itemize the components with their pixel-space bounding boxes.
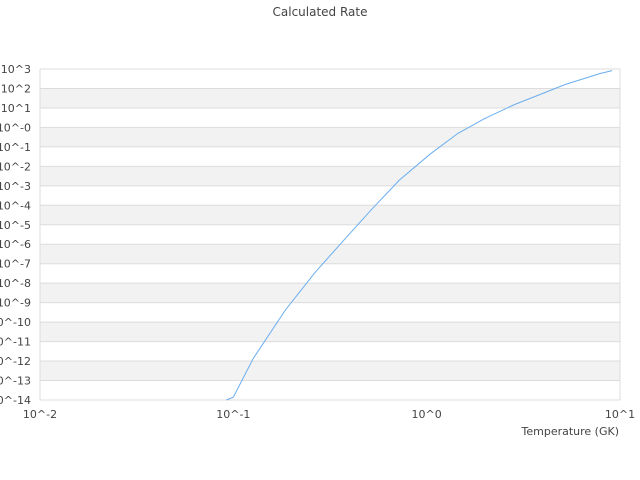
chart-title: Calculated Rate <box>273 5 368 19</box>
gridlines <box>39 68 621 401</box>
plot-band <box>40 380 620 400</box>
y-tick-label: 10^-11 <box>0 336 31 349</box>
y-tick-label: 10^-0 <box>0 121 31 134</box>
x-tick-label: 10^0 <box>412 408 442 421</box>
x-tick-label: 10^1 <box>605 408 635 421</box>
series-line <box>226 70 613 401</box>
plot-band <box>40 69 620 89</box>
plot-band <box>40 302 620 323</box>
y-tick-label: 10^-12 <box>0 355 31 368</box>
plot-band <box>40 127 620 147</box>
plot-band <box>40 322 620 342</box>
y-tick-labels: 10^3 10^2 10^1 10^-0 10^-1 10^-2 10^-3 10^-4 10^… <box>0 63 31 407</box>
y-tick-label: 10^-7 <box>0 258 31 271</box>
plot-band <box>40 244 620 264</box>
x-tick-labels: 10^-2 10^-1 10^0 10^1 <box>23 408 635 421</box>
x-tick-label: 10^-2 <box>23 408 57 421</box>
plot-band <box>40 283 620 303</box>
x-tick-label: 10^-1 <box>216 408 250 421</box>
y-tick-label: 10^1 <box>1 102 31 115</box>
y-tick-label: 10^-1 <box>0 141 31 154</box>
plot-band <box>40 107 620 128</box>
x-axis-label: Temperature (GK) <box>521 425 620 438</box>
y-tick-label: 10^-14 <box>0 394 31 407</box>
plot-band <box>40 341 620 362</box>
y-tick-label: 10^-3 <box>0 180 31 193</box>
plot-band <box>40 361 620 381</box>
plot-band <box>40 166 620 186</box>
plot-band <box>40 263 620 284</box>
y-tick-label: 10^2 <box>1 82 31 95</box>
plot-band <box>40 185 620 206</box>
y-tick-label: 10^-8 <box>0 277 31 290</box>
plot-bands <box>40 69 620 400</box>
y-tick-label: 10^3 <box>1 63 31 76</box>
y-tick-label: 10^-13 <box>0 375 31 388</box>
y-tick-label: 10^-4 <box>0 199 31 212</box>
plot-band <box>40 88 620 108</box>
y-tick-label: 10^-9 <box>0 297 31 310</box>
y-tick-label: 10^-2 <box>0 160 31 173</box>
y-tick-label: 10^-10 <box>0 316 31 329</box>
y-tick-label: 10^-5 <box>0 219 31 232</box>
y-tick-label: 10^-6 <box>0 238 31 251</box>
plot-band <box>40 146 620 167</box>
plot-band <box>40 205 620 225</box>
plot-band <box>40 224 620 245</box>
